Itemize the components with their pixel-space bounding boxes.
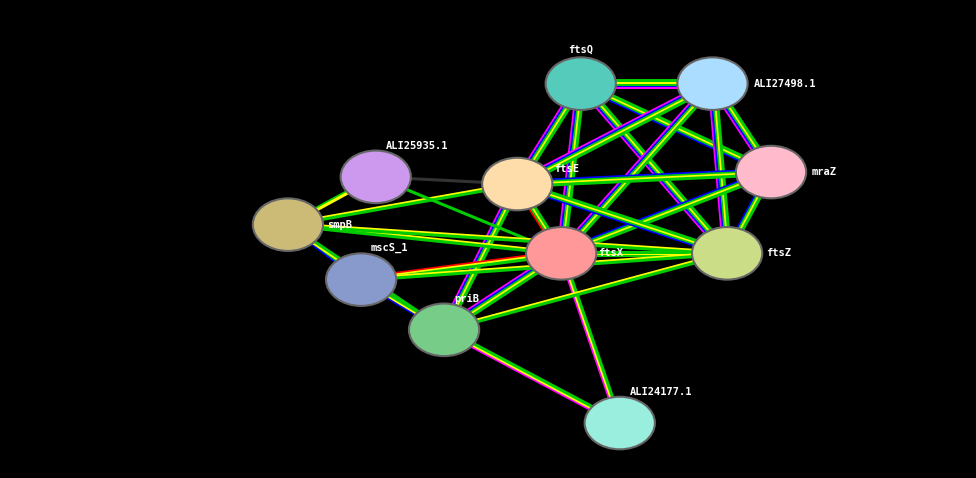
Ellipse shape (341, 151, 411, 203)
Ellipse shape (677, 57, 748, 110)
Ellipse shape (253, 198, 323, 251)
Text: mscS_1: mscS_1 (371, 243, 408, 253)
Text: ftsE: ftsE (554, 164, 580, 174)
Ellipse shape (546, 57, 616, 110)
Text: ALI27498.1: ALI27498.1 (753, 79, 816, 88)
Text: ALI25935.1: ALI25935.1 (386, 141, 448, 151)
Ellipse shape (482, 158, 552, 210)
Text: priB: priB (454, 293, 479, 304)
Text: ftsX: ftsX (598, 249, 624, 258)
Ellipse shape (692, 227, 762, 280)
Ellipse shape (736, 146, 806, 198)
Text: mraZ: mraZ (812, 167, 837, 177)
Text: ftsQ: ftsQ (568, 45, 593, 55)
Ellipse shape (326, 253, 396, 306)
Ellipse shape (526, 227, 596, 280)
Text: ALI24177.1: ALI24177.1 (630, 387, 692, 397)
Text: smpB: smpB (327, 220, 352, 229)
Ellipse shape (409, 304, 479, 356)
Ellipse shape (585, 397, 655, 449)
Text: ftsZ: ftsZ (766, 249, 792, 258)
